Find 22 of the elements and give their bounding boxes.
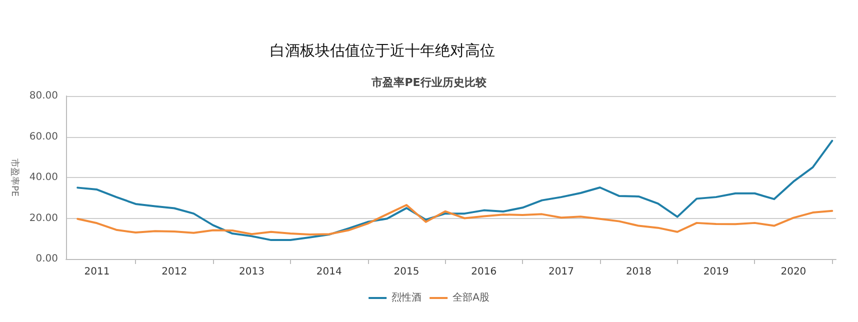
chart-title: 白酒板块估值位于近十年绝对高位	[270, 42, 495, 60]
y-tick-label: 80.00	[29, 90, 58, 102]
y-tick-label: 0.00	[36, 254, 58, 264]
y-axis-title: 市盈率PE	[8, 158, 20, 197]
x-tick-label: 2019	[703, 266, 729, 278]
legend-label: 全部A股	[452, 292, 490, 304]
x-tick-label: 2012	[162, 266, 188, 278]
x-tick-label: 2017	[548, 266, 574, 278]
x-tick-label: 2018	[626, 266, 652, 278]
line-series	[76, 204, 834, 236]
x-tick-label: 2020	[780, 266, 806, 278]
legend-label: 烈性酒	[392, 292, 422, 304]
x-tick-label: 2013	[239, 266, 264, 278]
x-tick-label: 2011	[84, 266, 110, 278]
x-tick-label: 2015	[394, 266, 420, 278]
x-tick-label: 2014	[316, 266, 342, 278]
x-tick-label: 2016	[471, 266, 497, 278]
line-series	[76, 140, 834, 242]
y-tick-label: 60.00	[29, 131, 58, 142]
chart-subtitle: 市盈率PE行业历史比较	[370, 76, 488, 89]
y-tick-label: 20.00	[29, 212, 58, 224]
y-tick-label: 40.00	[29, 172, 58, 183]
